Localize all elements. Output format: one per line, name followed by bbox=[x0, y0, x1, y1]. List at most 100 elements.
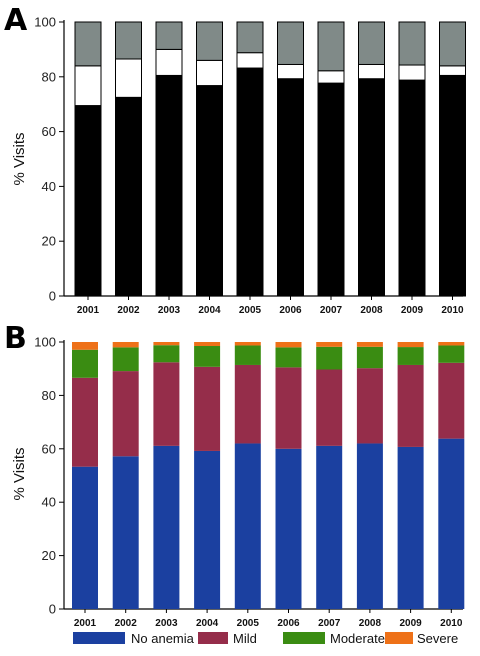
panel-b-y-tick-label: 80 bbox=[42, 388, 56, 403]
panel-a-y-tick-label: 40 bbox=[42, 179, 56, 194]
panel-a-x-tick-label: 2001 bbox=[77, 305, 100, 316]
panel-a-y-tick-label: 100 bbox=[34, 15, 56, 30]
panel-b-x-tick-label: 2009 bbox=[399, 618, 422, 629]
panel-b-bar-segment bbox=[72, 466, 98, 609]
panel-a-bar-segment bbox=[196, 21, 223, 61]
panel-b-bar-segment bbox=[316, 445, 343, 609]
panel-b-bar-segment bbox=[397, 364, 424, 447]
panel-b-bar-segment bbox=[397, 446, 424, 609]
panel-b-bar-segment bbox=[356, 346, 383, 369]
panel-a-bar-segment bbox=[358, 78, 385, 297]
panel-b-bar-segment bbox=[72, 349, 98, 378]
panel-b-y-tick-label: 40 bbox=[42, 495, 56, 510]
panel-b-bar-segment bbox=[112, 456, 139, 609]
panel-a-bar-segment bbox=[74, 105, 102, 297]
legend-label: Moderate bbox=[330, 631, 385, 646]
legend-swatch bbox=[283, 632, 325, 644]
panel-a: A % Visits 0 20 40 60 80 100 2001 2002 2003 2004 2… bbox=[4, 3, 466, 316]
panel-b-bar-segment bbox=[234, 443, 261, 609]
panel-a-bar-segment bbox=[115, 58, 142, 98]
panel-a-bar-segment bbox=[358, 63, 385, 80]
panel-b-bar-segment bbox=[234, 364, 261, 444]
panel-b: B % Visits 0 20 40 60 80 100 2001 2002 2003 2004 2… bbox=[4, 321, 465, 629]
panel-b-bar-segment bbox=[153, 342, 180, 346]
panel-b-bar-segment bbox=[112, 342, 139, 348]
legend: No anemia Mild Moderate Severe bbox=[73, 631, 458, 646]
panel-a-bar-segment bbox=[277, 63, 304, 80]
panel-a-bar-segment bbox=[236, 52, 264, 69]
panel-b-y-tick-label: 60 bbox=[42, 441, 56, 456]
panel-a-bar-segment bbox=[317, 82, 345, 297]
panel-a-x-tick-label: 2008 bbox=[360, 305, 383, 316]
panel-a-bar-segment bbox=[74, 21, 102, 67]
panel-a-x-tick-label: 2004 bbox=[198, 305, 221, 316]
panel-a-bar-segment bbox=[317, 70, 345, 84]
panel-b-bar-segment bbox=[234, 342, 261, 346]
panel-a-bar-segment bbox=[277, 78, 304, 297]
panel-a-bar-segment bbox=[398, 21, 426, 66]
panel-b-bar-segment bbox=[194, 450, 221, 609]
panel-a-label: A bbox=[4, 3, 28, 38]
panel-b-x-tick-label: 2002 bbox=[115, 618, 138, 629]
panel-b-y-tick-label: 0 bbox=[49, 602, 56, 617]
panel-b-bar-segment bbox=[275, 347, 302, 368]
panel-a-bar-segment bbox=[439, 65, 466, 76]
panel-a-x-tick-label: 2010 bbox=[441, 305, 464, 316]
panel-b-x-tick-label: 2006 bbox=[277, 618, 300, 629]
panel-a-y-axis-label: % Visits bbox=[11, 132, 28, 185]
panel-b-bar-segment bbox=[153, 362, 180, 446]
panel-b-bar-segment bbox=[438, 345, 465, 363]
panel-b-bar-segment bbox=[112, 371, 139, 457]
panel-b-x-tick-label: 2003 bbox=[155, 618, 178, 629]
panel-b-bar-segment bbox=[356, 368, 383, 444]
panel-b-x-tick-label: 2008 bbox=[359, 618, 382, 629]
panel-b-bar-segment bbox=[275, 367, 302, 449]
panel-a-x-tick-label: 2005 bbox=[239, 305, 262, 316]
panel-a-bar-segment bbox=[398, 64, 426, 81]
panel-a-x-tick-label: 2003 bbox=[158, 305, 181, 316]
panel-a-bar-segment bbox=[115, 96, 142, 297]
panel-b-bar-segment bbox=[194, 346, 221, 367]
legend-swatch bbox=[73, 632, 125, 644]
panel-a-bar-segment bbox=[115, 21, 142, 60]
panel-a-y-tick-label: 80 bbox=[42, 69, 56, 84]
panel-a-bar-segment bbox=[196, 59, 223, 87]
panel-a-bar-segment bbox=[317, 21, 345, 72]
panel-a-x-tick-label: 2009 bbox=[401, 305, 424, 316]
panel-b-bar-segment bbox=[72, 377, 98, 467]
panel-b-bar-segment bbox=[194, 366, 221, 451]
panel-b-bar-segment bbox=[397, 347, 424, 365]
legend-label: Severe bbox=[417, 631, 458, 646]
panel-a-bar-segment bbox=[358, 21, 385, 65]
panel-b-bar-segment bbox=[72, 342, 98, 350]
panel-a-bar-segment bbox=[196, 85, 223, 297]
panel-b-y-axis-label: % Visits bbox=[11, 447, 28, 500]
panel-b-bar-segment bbox=[356, 443, 383, 609]
panel-b-bar-segment bbox=[316, 342, 343, 347]
panel-a-bar-segment bbox=[236, 21, 264, 54]
panel-b-bar-segment bbox=[438, 438, 465, 609]
panel-a-x-tick-label: 2007 bbox=[320, 305, 343, 316]
panel-a-y-tick-label: 0 bbox=[49, 289, 56, 304]
panel-b-y-tick-label: 100 bbox=[34, 335, 56, 350]
panel-b-bar-segment bbox=[194, 342, 221, 347]
panel-b-bar-segment bbox=[316, 346, 343, 370]
legend-label: No anemia bbox=[131, 631, 195, 646]
panel-b-bar-segment bbox=[234, 345, 261, 365]
panel-b-bar-segment bbox=[397, 342, 424, 348]
panel-a-bar-segment bbox=[155, 74, 183, 297]
legend-swatch bbox=[198, 632, 228, 644]
panel-b-x-tick-label: 2010 bbox=[440, 618, 463, 629]
panel-a-bar-segment bbox=[155, 48, 183, 76]
panel-b-bar-segment bbox=[438, 362, 465, 439]
panel-b-bar-segment bbox=[275, 448, 302, 609]
panel-b-bar-segment bbox=[438, 342, 465, 346]
legend-swatch bbox=[385, 632, 413, 644]
panel-a-bar-segment bbox=[439, 74, 466, 297]
panel-b-bar-segment bbox=[153, 345, 180, 363]
panel-a-x-tick-label: 2006 bbox=[279, 305, 302, 316]
panel-b-x-tick-label: 2007 bbox=[318, 618, 341, 629]
panel-b-x-tick-label: 2005 bbox=[237, 618, 260, 629]
panel-b-bar-segment bbox=[356, 342, 383, 347]
